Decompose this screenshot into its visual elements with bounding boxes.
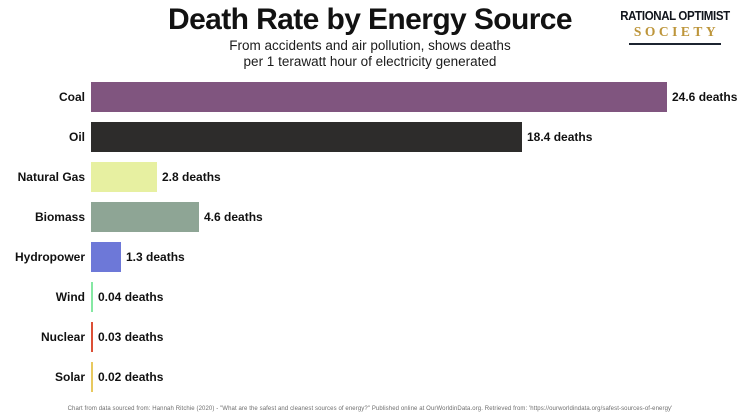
value-label: 24.6 deaths — [672, 90, 738, 104]
bar-row: Biomass 4.6 deaths — [0, 197, 740, 237]
bar-row: Solar 0.02 deaths — [0, 357, 740, 397]
logo-underline — [629, 43, 721, 45]
bar-row: Oil 18.4 deaths — [0, 117, 740, 157]
bar — [91, 242, 121, 272]
category-label: Solar — [54, 370, 85, 384]
bar — [91, 162, 157, 192]
value-label: 0.02 deaths — [98, 370, 164, 384]
value-label: 1.3 deaths — [126, 250, 185, 264]
value-label: 0.03 deaths — [98, 330, 164, 344]
category-label: Biomass — [34, 210, 85, 224]
value-label: 2.8 deaths — [162, 170, 221, 184]
value-label: 0.04 deaths — [98, 290, 164, 304]
category-label: Nuclear — [40, 330, 85, 344]
bar — [91, 282, 93, 312]
bar-row: Wind 0.04 deaths — [0, 277, 740, 317]
chart-subtitle-line2: per 1 terawatt hour of electricity gener… — [243, 54, 497, 69]
chart-subtitle-line1: From accidents and air pollution, shows … — [229, 38, 511, 53]
bar-row: Natural Gas 2.8 deaths — [0, 157, 740, 197]
bar — [91, 322, 93, 352]
category-label: Natural Gas — [17, 170, 85, 184]
value-label: 18.4 deaths — [527, 130, 593, 144]
value-label: 4.6 deaths — [204, 210, 263, 224]
bar — [91, 202, 199, 232]
bar-chart: Coal 24.6 deaths Oil 18.4 deaths Natural Gas… — [0, 77, 740, 397]
bar-row: Coal 24.6 deaths — [0, 77, 740, 117]
source-attribution: Chart from data sourced from: Hannah Rit… — [67, 406, 673, 412]
category-label: Coal — [58, 90, 85, 104]
category-label: Wind — [55, 290, 85, 304]
category-label: Hydropower — [14, 250, 85, 264]
logo-text-rational-optimist: RATIONAL OPTIMIST — [620, 9, 730, 23]
bar — [91, 82, 667, 112]
chart-subtitle: From accidents and air pollution, shows … — [0, 38, 740, 70]
rational-optimist-society-logo: RATIONAL OPTIMIST SOCIETY — [615, 9, 735, 45]
bar — [91, 362, 93, 392]
logo-text-society: SOCIETY — [633, 24, 720, 39]
bar — [91, 122, 522, 152]
chart-title: Death Rate by Energy Source — [168, 3, 573, 36]
bar-row: Hydropower 1.3 deaths — [0, 237, 740, 277]
category-label: Oil — [68, 130, 85, 144]
bar-row: Nuclear 0.03 deaths — [0, 317, 740, 357]
